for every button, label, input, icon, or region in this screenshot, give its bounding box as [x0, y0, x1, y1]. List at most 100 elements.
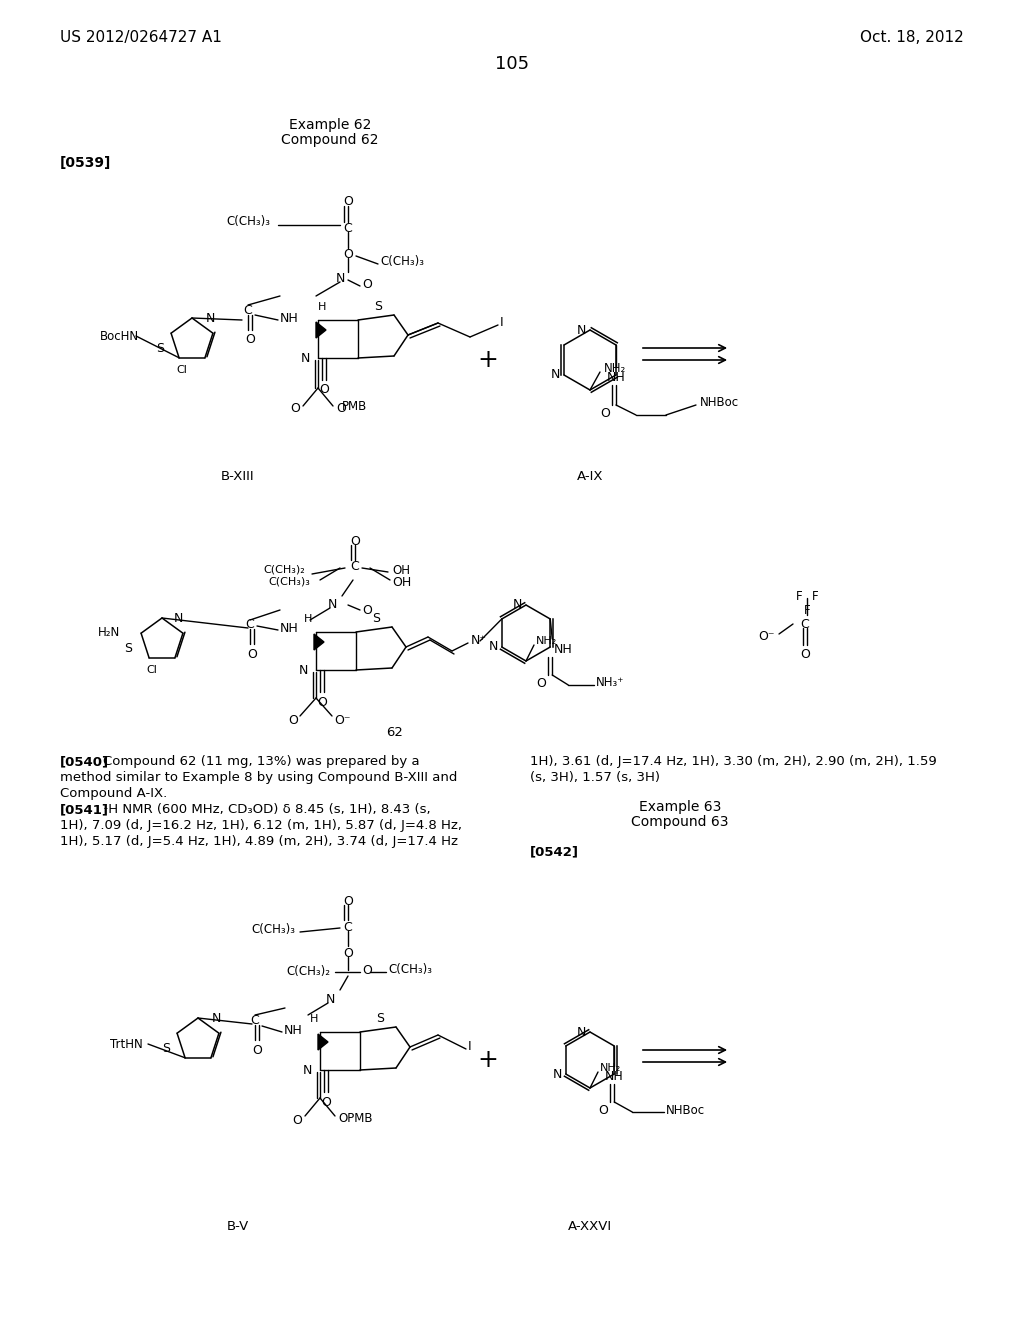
Text: NHBoc: NHBoc [700, 396, 739, 409]
Text: I: I [468, 1040, 472, 1053]
Text: OH: OH [392, 576, 412, 589]
Text: NH₂: NH₂ [600, 1063, 622, 1073]
Text: NH₂: NH₂ [604, 362, 627, 375]
Text: N: N [211, 1011, 221, 1024]
Text: N: N [335, 272, 345, 285]
Text: N: N [577, 1026, 586, 1039]
Text: O: O [319, 383, 329, 396]
Text: N: N [206, 312, 215, 325]
Text: O: O [537, 677, 546, 690]
Text: O: O [343, 248, 353, 261]
Text: F: F [796, 590, 803, 603]
Text: N: N [326, 993, 335, 1006]
Text: N: N [488, 640, 498, 653]
Text: H: H [310, 1014, 318, 1024]
Text: 1H), 7.09 (d, J=16.2 Hz, 1H), 6.12 (m, 1H), 5.87 (d, J=4.8 Hz,: 1H), 7.09 (d, J=16.2 Hz, 1H), 6.12 (m, 1… [60, 818, 462, 832]
Text: Example 63: Example 63 [639, 800, 721, 814]
Text: O: O [343, 946, 353, 960]
Text: O: O [598, 1104, 608, 1117]
Text: B-V: B-V [227, 1220, 249, 1233]
Text: N: N [303, 1064, 312, 1077]
Text: N: N [513, 598, 522, 611]
Text: 1H), 3.61 (d, J=17.4 Hz, 1H), 3.30 (m, 2H), 2.90 (m, 2H), 1.59: 1H), 3.61 (d, J=17.4 Hz, 1H), 3.30 (m, 2… [530, 755, 937, 768]
Text: PMB: PMB [342, 400, 368, 412]
Text: N: N [328, 598, 337, 611]
Text: C: C [246, 618, 254, 631]
Text: OPMB: OPMB [338, 1111, 373, 1125]
Text: NH₃⁺: NH₃⁺ [596, 676, 625, 689]
Text: O⁻: O⁻ [759, 630, 775, 643]
Text: O: O [290, 401, 300, 414]
Text: A-XXVI: A-XXVI [568, 1220, 612, 1233]
Text: C: C [344, 222, 352, 235]
Text: O: O [322, 1096, 331, 1109]
Text: C: C [350, 560, 359, 573]
Text: Compound 63: Compound 63 [631, 814, 729, 829]
Polygon shape [316, 322, 326, 338]
Text: +: + [477, 348, 499, 372]
Text: N: N [552, 1068, 562, 1081]
Text: C(CH₃)₃: C(CH₃)₃ [380, 256, 424, 268]
Text: C: C [801, 618, 809, 631]
Text: O: O [247, 648, 257, 661]
Text: TrtHN: TrtHN [110, 1039, 142, 1052]
Text: C(CH₃)₃: C(CH₃)₃ [268, 577, 310, 587]
Text: A-IX: A-IX [577, 470, 603, 483]
Text: S: S [376, 1011, 384, 1024]
Text: H₂N: H₂N [97, 626, 120, 639]
Text: Example 62: Example 62 [289, 117, 371, 132]
Text: C(CH₃)₂: C(CH₃)₂ [263, 565, 305, 576]
Text: F: F [812, 590, 818, 603]
Text: Compound 62: Compound 62 [282, 133, 379, 147]
Polygon shape [314, 634, 324, 649]
Text: S: S [372, 611, 380, 624]
Text: Compound 62 (11 mg, 13%) was prepared by a: Compound 62 (11 mg, 13%) was prepared by… [103, 755, 420, 768]
Text: Cl: Cl [176, 366, 187, 375]
Text: ¹H NMR (600 MHz, CD₃OD) δ 8.45 (s, 1H), 8.43 (s,: ¹H NMR (600 MHz, CD₃OD) δ 8.45 (s, 1H), … [103, 803, 431, 816]
Text: I: I [500, 317, 504, 330]
Text: NH₂: NH₂ [536, 636, 557, 645]
Text: [0540]: [0540] [60, 755, 110, 768]
Text: [0539]: [0539] [60, 156, 112, 170]
Text: H: H [317, 302, 327, 312]
Text: O: O [343, 195, 353, 209]
Text: NHBoc: NHBoc [667, 1104, 706, 1117]
Text: 62: 62 [387, 726, 403, 739]
Polygon shape [318, 1034, 328, 1049]
Text: NH: NH [606, 371, 626, 384]
Text: C: C [244, 304, 252, 317]
Text: S: S [124, 642, 132, 655]
Text: C: C [251, 1014, 259, 1027]
Text: O: O [292, 1114, 302, 1126]
Text: C(CH₃)₃: C(CH₃)₃ [226, 215, 270, 228]
Text: O: O [362, 277, 372, 290]
Text: O: O [800, 648, 810, 661]
Text: NH: NH [284, 1023, 303, 1036]
Text: 1H), 5.17 (d, J=5.4 Hz, 1H), 4.89 (m, 2H), 3.74 (d, J=17.4 Hz: 1H), 5.17 (d, J=5.4 Hz, 1H), 4.89 (m, 2H… [60, 836, 458, 847]
Text: [0542]: [0542] [530, 845, 579, 858]
Text: (s, 3H), 1.57 (s, 3H): (s, 3H), 1.57 (s, 3H) [530, 771, 660, 784]
Text: C(CH₃)₂: C(CH₃)₂ [286, 965, 330, 978]
Text: NH: NH [280, 622, 299, 635]
Text: method similar to Example 8 by using Compound B-XIII and: method similar to Example 8 by using Com… [60, 771, 458, 784]
Text: 105: 105 [495, 55, 529, 73]
Text: +: + [477, 1048, 499, 1072]
Text: N: N [577, 323, 586, 337]
Text: F: F [804, 605, 810, 616]
Text: S: S [162, 1041, 170, 1055]
Text: NH: NH [554, 643, 573, 656]
Text: BocHN: BocHN [100, 330, 139, 342]
Text: O: O [350, 535, 360, 548]
Text: Compound A-IX.: Compound A-IX. [60, 787, 167, 800]
Text: [0541]: [0541] [60, 803, 109, 816]
Text: O: O [362, 603, 372, 616]
Text: H: H [304, 614, 312, 624]
Text: Cl: Cl [146, 665, 158, 675]
Text: OH: OH [392, 564, 410, 577]
Text: O: O [317, 696, 327, 709]
Text: O⁻: O⁻ [334, 714, 350, 726]
Text: C(CH₃)₃: C(CH₃)₃ [251, 924, 295, 936]
Text: N: N [299, 664, 308, 676]
Text: N: N [301, 351, 310, 364]
Text: O: O [362, 964, 372, 977]
